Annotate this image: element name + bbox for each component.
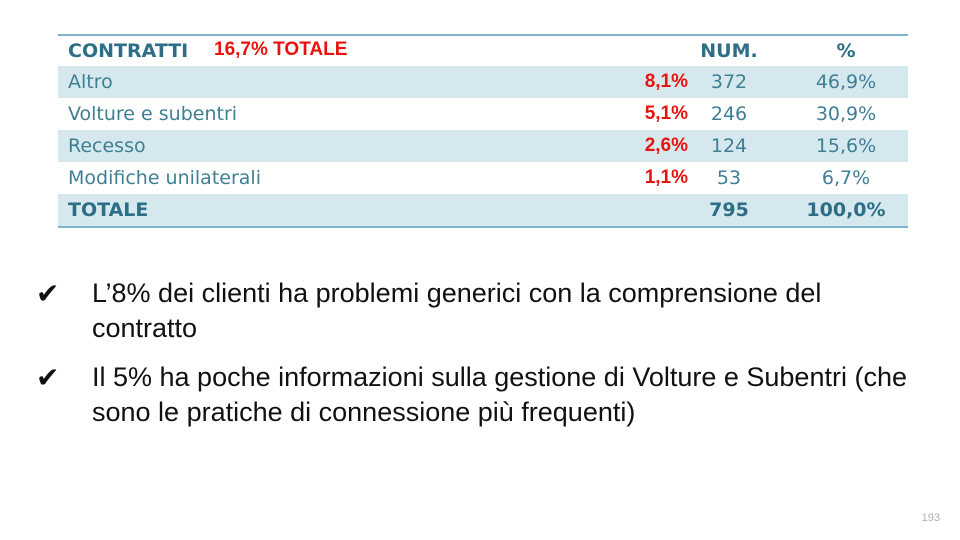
row-label: Altro bbox=[68, 71, 113, 93]
total-num: 795 bbox=[709, 199, 749, 221]
row-num: 246 bbox=[710, 103, 748, 125]
table-header-row: CONTRATTI 16,7% TOTALE NUM. % bbox=[58, 34, 908, 66]
row-num: 124 bbox=[710, 135, 748, 157]
row-share-note: 2,6% bbox=[644, 135, 688, 156]
bullet-text: L’8% dei clienti ha problemi generici co… bbox=[92, 278, 822, 343]
row-label: Recesso bbox=[68, 135, 146, 157]
row-share-note: 8,1% bbox=[644, 71, 688, 92]
table-total-row: TOTALE 795 100,0% bbox=[58, 194, 908, 228]
bullet-item: ✔ Il 5% ha poche informazioni sulla gest… bbox=[36, 360, 916, 430]
check-icon: ✔ bbox=[36, 277, 60, 310]
bullet-text: Il 5% ha poche informazioni sulla gestio… bbox=[92, 362, 907, 427]
row-share-note: 5,1% bbox=[644, 103, 688, 124]
table-row: Modifiche unilaterali 1,1% 53 6,7% bbox=[58, 162, 908, 194]
contracts-table: CONTRATTI 16,7% TOTALE NUM. % Altro 8,1%… bbox=[58, 34, 908, 228]
row-pct: 6,7% bbox=[821, 167, 871, 189]
row-label: Volture e subentri bbox=[68, 103, 238, 125]
page-number: 193 bbox=[921, 512, 940, 524]
row-share-note: 1,1% bbox=[644, 167, 688, 188]
header-num: NUM. bbox=[700, 40, 758, 62]
row-pct: 15,6% bbox=[815, 135, 877, 157]
check-icon: ✔ bbox=[36, 361, 60, 394]
table-row: Volture e subentri 5,1% 246 30,9% bbox=[58, 98, 908, 130]
row-num: 372 bbox=[710, 71, 748, 93]
header-pct: % bbox=[836, 40, 856, 62]
row-pct: 30,9% bbox=[815, 103, 877, 125]
row-pct: 46,9% bbox=[815, 71, 877, 93]
total-pct: 100,0% bbox=[806, 199, 886, 221]
bullet-list: ✔ L’8% dei clienti ha problemi generici … bbox=[36, 276, 916, 444]
row-label: Modifiche unilaterali bbox=[68, 167, 261, 189]
overall-total-note: 16,7% TOTALE bbox=[214, 39, 348, 60]
bullet-item: ✔ L’8% dei clienti ha problemi generici … bbox=[36, 276, 916, 346]
row-num: 53 bbox=[716, 167, 742, 189]
table-row: Recesso 2,6% 124 15,6% bbox=[58, 130, 908, 162]
table-row: Altro 8,1% 372 46,9% bbox=[58, 66, 908, 98]
total-label: TOTALE bbox=[68, 199, 149, 221]
header-label: CONTRATTI bbox=[68, 40, 189, 62]
